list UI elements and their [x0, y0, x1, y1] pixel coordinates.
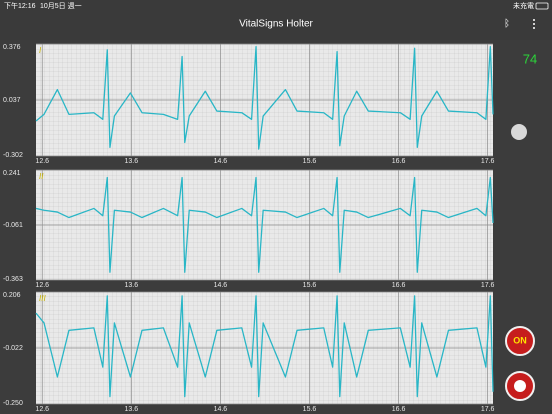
y-tick-label: -0.022 [3, 345, 23, 352]
y-tick-label: 0.206 [3, 292, 21, 299]
x-tick-label: 13.6 [125, 158, 139, 165]
x-tick-label: 12.6 [35, 158, 49, 165]
app-title: VitalSigns Holter [239, 19, 313, 30]
y-tick-label: 0.037 [3, 97, 21, 104]
x-tick-label: 13.6 [125, 282, 139, 289]
lead-label: II [39, 172, 44, 181]
on-label: ON [513, 335, 527, 345]
x-tick-label: 17.6 [481, 406, 495, 413]
y-tick-label: -0.061 [3, 222, 23, 229]
heart-rate: 74 [523, 51, 537, 66]
status-battery: 未充電 [513, 1, 534, 10]
y-tick-label: 0.376 [3, 44, 21, 51]
status-date: 10月5日 週一 [40, 1, 82, 10]
lead-label: I [39, 46, 42, 55]
status-indicator [511, 124, 527, 140]
x-tick-label: 12.6 [35, 282, 49, 289]
status-time: 下午12:16 [4, 1, 36, 10]
record-button[interactable] [505, 371, 535, 401]
x-tick-label: 16.6 [392, 158, 406, 165]
x-tick-label: 15.6 [303, 282, 317, 289]
x-tick-label: 16.6 [392, 282, 406, 289]
x-tick-label: 14.6 [214, 406, 228, 413]
top-bar [0, 0, 552, 40]
x-tick-label: 17.6 [481, 158, 495, 165]
x-tick-label: 13.6 [125, 406, 139, 413]
ecg-trace [35, 176, 494, 273]
x-tick-label: 17.6 [481, 282, 495, 289]
on-button[interactable]: ON [505, 326, 535, 356]
x-tick-label: 15.6 [303, 406, 317, 413]
x-tick-label: 14.6 [214, 158, 228, 165]
y-tick-label: -0.363 [3, 276, 23, 283]
x-tick-label: 12.6 [35, 406, 49, 413]
bluetooth-icon[interactable]: ᛒ [504, 19, 510, 30]
y-tick-label: -0.250 [3, 400, 23, 407]
y-tick-label: 0.241 [3, 170, 21, 177]
x-tick-label: 14.6 [214, 282, 228, 289]
x-tick-label: 16.6 [392, 406, 406, 413]
battery-icon [535, 2, 549, 10]
charts: 12.6 13.6 14.6 15.6 16.6 17.6 0.376 0.037 -0.302… [3, 43, 495, 413]
y-tick-label: -0.302 [3, 152, 23, 159]
ecg-trace [35, 45, 494, 150]
menu-icon[interactable] [533, 19, 535, 29]
lead-label: III [39, 294, 46, 303]
x-tick-label: 15.6 [303, 158, 317, 165]
ecg-trace [35, 295, 494, 398]
